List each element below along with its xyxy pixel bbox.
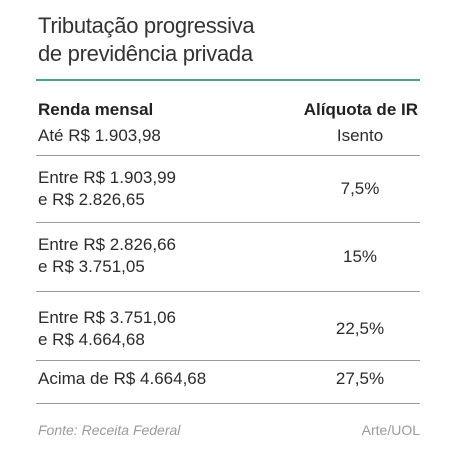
table-row: Acima de R$ 4.664,68 27,5% [36,361,420,404]
row-income-line-1: Entre R$ 3.751,06 [38,308,176,327]
header-income: Renda mensal [38,100,154,119]
row-income: Entre R$ 1.903,99 e R$ 2.826,65 [38,167,176,211]
row-rate: Isento [336,126,384,145]
row-income-line-1: Entre R$ 2.826,66 [38,235,176,254]
title-divider [36,79,420,81]
table-header-row: Renda mensal Alíquota de IR [36,96,420,120]
source-note: Fonte: Receita Federal [38,422,181,438]
row-rate: 22,5% [335,319,385,338]
row-rate: 15% [342,247,378,266]
credit-note: Arte/UOL [361,422,420,438]
tax-table: Renda mensal Alíquota de IR Até R$ 1.903… [36,96,420,404]
title-line-1: Tributação progressiva [38,13,255,38]
table-row: Entre R$ 1.903,99 e R$ 2.826,65 7,5% [36,156,420,223]
title-line-2: de previdência privada [38,41,253,66]
table-row: Até R$ 1.903,98 Isento [36,120,420,156]
row-income-line-2: e R$ 4.664,68 [38,330,145,349]
page-title: Tributação progressiva de previdência pr… [38,12,428,68]
row-income-line-2: e R$ 3.751,05 [38,257,145,276]
row-income-line-1: Até R$ 1.903,98 [38,126,161,145]
row-income: Até R$ 1.903,98 [38,125,161,147]
row-income: Entre R$ 3.751,06 e R$ 4.664,68 [38,307,176,351]
row-income: Entre R$ 2.826,66 e R$ 3.751,05 [38,234,176,278]
row-income-line-1: Acima de R$ 4.664,68 [38,369,207,388]
header-rate: Alíquota de IR [303,100,418,119]
row-rate: 7,5% [340,179,380,198]
row-income-line-1: Entre R$ 1.903,99 [38,168,176,187]
row-income: Acima de R$ 4.664,68 [38,368,206,390]
row-rate: 27,5% [335,369,385,388]
row-income-line-2: e R$ 2.826,65 [38,190,145,209]
table-row: Entre R$ 3.751,06 e R$ 4.664,68 22,5% [36,292,420,361]
table-row: Entre R$ 2.826,66 e R$ 3.751,05 15% [36,223,420,292]
